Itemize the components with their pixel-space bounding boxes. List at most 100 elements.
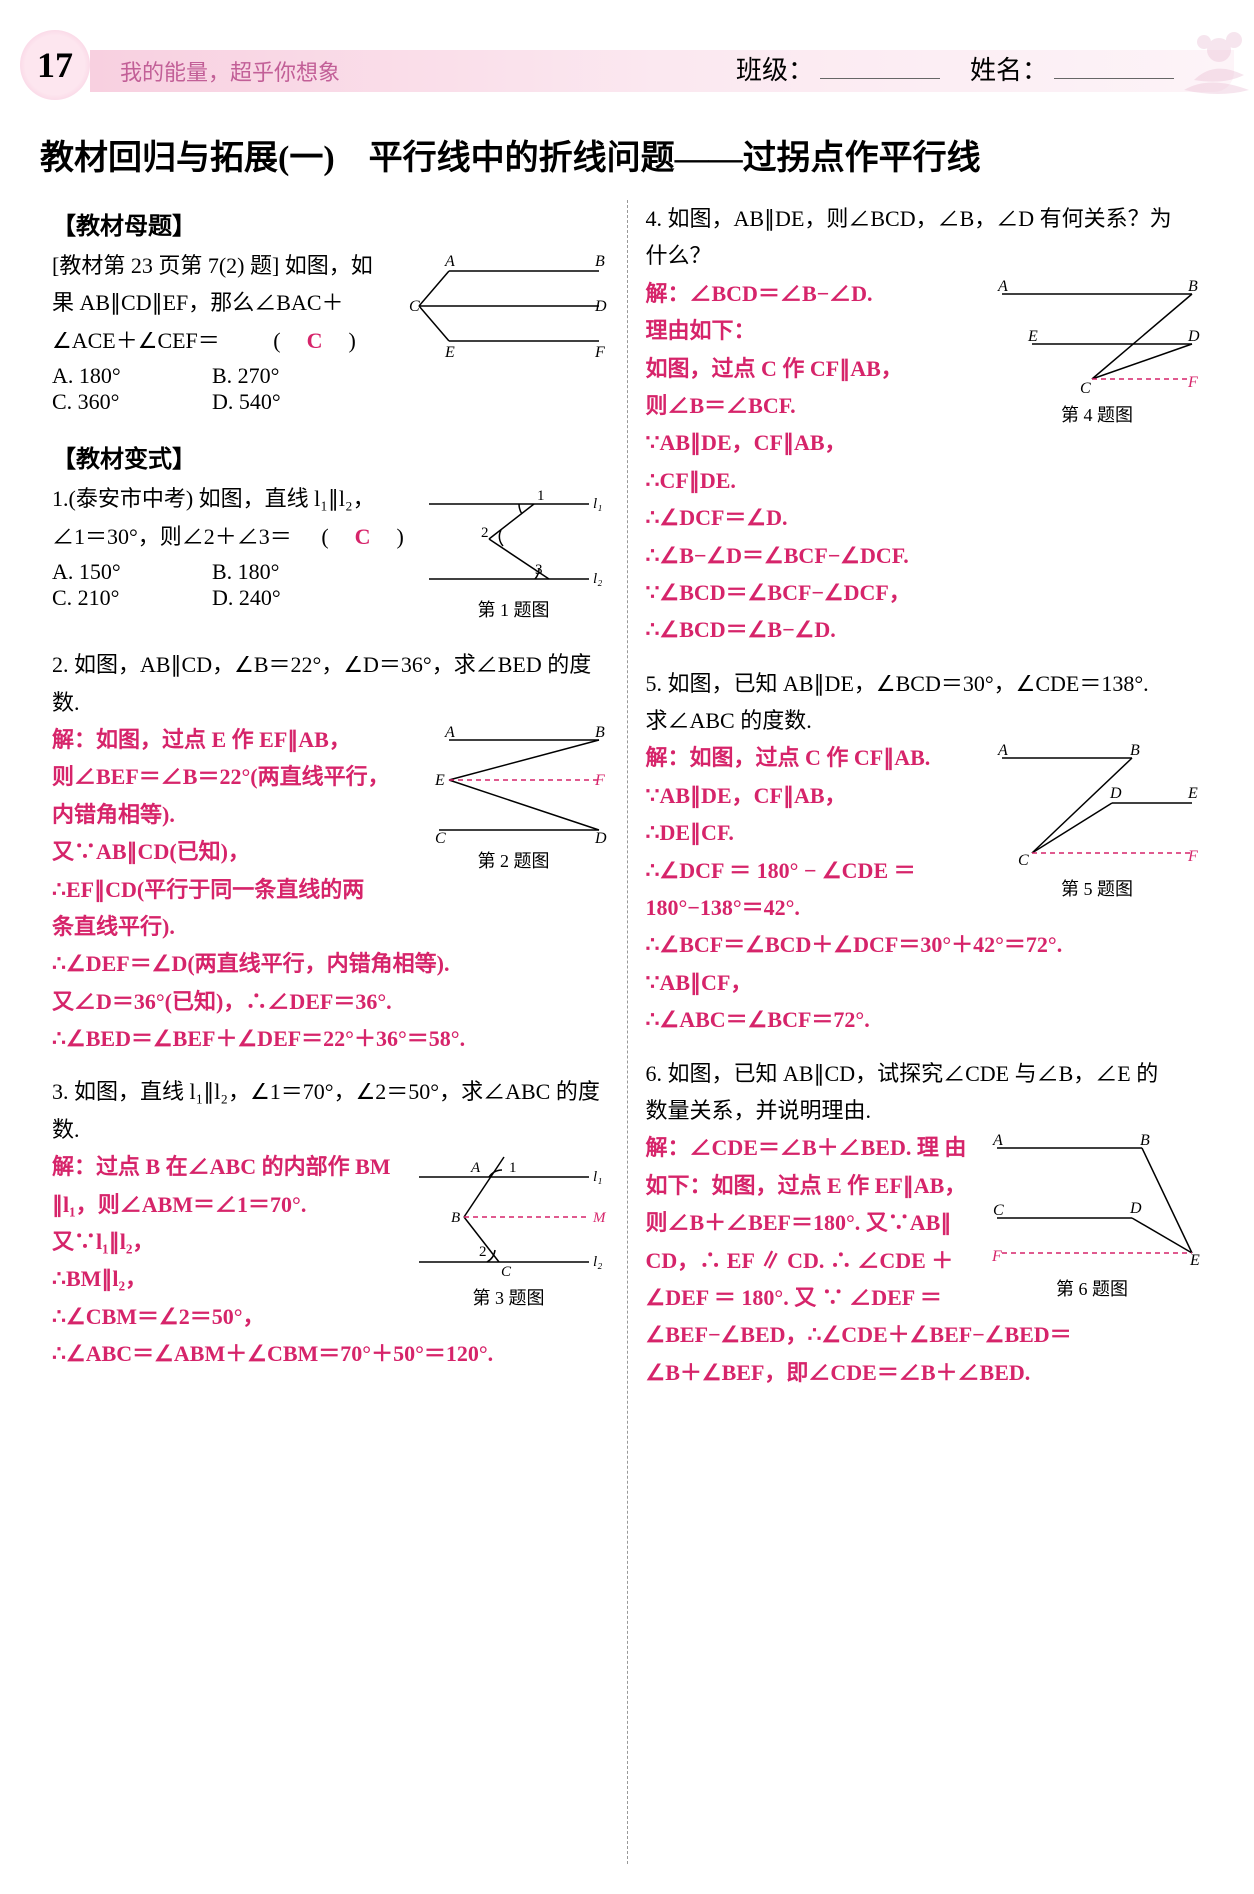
svg-text:C: C xyxy=(435,830,446,845)
q6-stem-1: 6. 如图，已知 AB∥CD，试探究∠CDE 与∠B，∠E 的 xyxy=(646,1055,1203,1092)
svg-text:C: C xyxy=(409,298,420,315)
choice-d: D. 540° xyxy=(212,389,332,415)
choice-c: C. 210° xyxy=(52,585,172,611)
choice-b: B. 180° xyxy=(212,559,332,585)
svg-text:E: E xyxy=(1187,785,1198,802)
figure-muti: A B C D E F xyxy=(409,251,609,361)
svg-text:D: D xyxy=(594,830,607,845)
right-column: 4. 如图，AB∥DE，则∠BCD，∠B，∠D 有何关系？为 什么？ AB xyxy=(634,200,1215,1864)
svg-text:l₂: l₂ xyxy=(593,1254,602,1270)
svg-text:B: B xyxy=(1130,743,1140,759)
svg-text:2: 2 xyxy=(481,525,489,541)
section-heading-muti: 【教材母题】 xyxy=(52,206,609,241)
muti-choices: A. 180° B. 270° C. 360° D. 540° xyxy=(52,363,399,415)
left-column: 【教材母题】 A B C D E F xyxy=(40,200,621,1864)
svg-text:B: B xyxy=(1188,279,1198,295)
svg-text:l₂: l₂ xyxy=(593,571,602,587)
svg-text:F: F xyxy=(594,344,605,361)
floral-deco-icon xyxy=(1134,20,1254,100)
page-number-badge: 17 xyxy=(20,30,90,100)
choice-a: A. 180° xyxy=(52,363,172,389)
q2-sol-7: 又∠D＝36°(已知)，∴∠DEF＝36°. xyxy=(52,983,609,1020)
svg-text:A: A xyxy=(470,1160,481,1176)
column-divider xyxy=(627,200,628,1864)
q1-choices: A. 150° B. 180° C. 210° D. 240° xyxy=(52,559,409,611)
figure-5: AB DE CF 第 5 题图 xyxy=(992,743,1202,901)
class-field: 班级： xyxy=(736,50,940,87)
q2-sol-6: ∴∠DEF＝∠D(两直线平行，内错角相等). xyxy=(52,945,609,982)
q5-stem-1: 5. 如图，已知 AB∥DE，∠BCD＝30°，∠CDE＝138°. xyxy=(646,665,1203,702)
content-area: 【教材母题】 A B C D E F xyxy=(40,200,1214,1864)
muti-answer: C xyxy=(307,328,325,353)
problem-3: 3. 如图，直线 l₁∥l₂，∠1＝70°，∠2＝50°，求∠ABC 的度数. xyxy=(52,1073,609,1372)
q4-sol-7: ∴∠B−∠D＝∠BCF−∠DCF. xyxy=(646,537,1203,574)
fig5-caption: 第 5 题图 xyxy=(992,875,1202,901)
svg-text:2: 2 xyxy=(479,1244,487,1260)
q6-sol-5: ∠BEF−∠BED，∴∠CDE＋∠BEF−∠BED＝ xyxy=(646,1316,1203,1353)
section-heading-bianshi: 【教材变式】 xyxy=(52,439,609,474)
fig1-caption: 第 1 题图 xyxy=(419,596,609,622)
q6-sol-6: ∠B＋∠BEF，即∠CDE＝∠B＋∠BED. xyxy=(646,1354,1203,1391)
figure-3: A 1 l₁ B M 2C l₂ 第 3 题图 xyxy=(409,1152,609,1310)
figure-4: AB ED CF 第 4 题图 xyxy=(992,279,1202,427)
problem-4: 4. 如图，AB∥DE，则∠BCD，∠B，∠D 有何关系？为 什么？ AB xyxy=(646,200,1203,649)
svg-text:D: D xyxy=(594,298,607,315)
svg-text:C: C xyxy=(1080,380,1091,397)
svg-text:B: B xyxy=(595,253,605,270)
choice-b: B. 270° xyxy=(212,363,332,389)
svg-text:A: A xyxy=(997,743,1008,759)
problem-2: 2. 如图，AB∥CD，∠B＝22°，∠D＝36°，求∠BED 的度数. A B xyxy=(52,646,609,1057)
q3-sol-5: ∴∠ABC＝∠ABM＋∠CBM＝70°＋50°＝120°. xyxy=(52,1335,609,1372)
q5-sol-6: ∵AB∥CF， xyxy=(646,964,1203,1001)
q4-sol-8: ∵∠BCD＝∠BCF−∠DCF， xyxy=(646,574,1203,611)
svg-text:1: 1 xyxy=(509,1160,517,1176)
svg-text:E: E xyxy=(1189,1252,1200,1269)
svg-text:D: D xyxy=(1187,328,1200,345)
q5-stem-2: 求∠ABC 的度数. xyxy=(646,702,1203,739)
svg-text:F: F xyxy=(1187,848,1198,865)
fig4-caption: 第 4 题图 xyxy=(992,401,1202,427)
svg-text:C: C xyxy=(501,1264,512,1280)
choice-d: D. 240° xyxy=(212,585,332,611)
svg-text:C: C xyxy=(1018,852,1029,869)
q4-sol-5: ∴CF∥DE. xyxy=(646,462,1203,499)
svg-text:A: A xyxy=(444,253,455,270)
svg-text:B: B xyxy=(595,725,605,741)
svg-text:3: 3 xyxy=(535,562,543,578)
page-title: 教材回归与拓展(一) 平行线中的折线问题——过拐点作平行线 xyxy=(40,130,1214,179)
problem-1: 123 l₁l₂ 第 1 题图 1.(泰安市中考) 如图，直线 l₁∥l₂， ∠… xyxy=(52,480,609,630)
header-fields: 班级： 姓名： xyxy=(736,50,1174,87)
svg-text:B: B xyxy=(451,1210,460,1226)
q2-sol-5: 条直线平行). xyxy=(52,908,609,945)
q4-sol-6: ∴∠DCF＝∠D. xyxy=(646,499,1203,536)
figure-1: 123 l₁l₂ 第 1 题图 xyxy=(419,484,609,622)
q4-stem-2: 什么？ xyxy=(646,237,1203,274)
choice-a: A. 150° xyxy=(52,559,172,585)
svg-text:1: 1 xyxy=(537,488,545,504)
svg-text:B: B xyxy=(1140,1133,1150,1149)
q2-stem: 2. 如图，AB∥CD，∠B＝22°，∠D＝36°，求∠BED 的度数. xyxy=(52,646,609,721)
svg-text:F: F xyxy=(991,1248,1002,1265)
fig2-caption: 第 2 题图 xyxy=(419,847,609,873)
problem-6: 6. 如图，已知 AB∥CD，试探究∠CDE 与∠B，∠E 的 数量关系，并说明… xyxy=(646,1055,1203,1392)
svg-text:C: C xyxy=(993,1202,1004,1219)
svg-text:A: A xyxy=(444,725,455,741)
svg-text:l₁: l₁ xyxy=(593,1169,602,1185)
slogan: 我的能量，超乎你想象 xyxy=(120,55,340,87)
svg-text:A: A xyxy=(997,279,1008,295)
page-number: 17 xyxy=(37,44,73,86)
svg-text:E: E xyxy=(444,344,455,361)
q3-stem: 3. 如图，直线 l₁∥l₂，∠1＝70°，∠2＝50°，求∠ABC 的度数. xyxy=(52,1073,609,1148)
q1-answer: C xyxy=(355,524,373,549)
svg-text:F: F xyxy=(594,772,605,789)
q5-sol-5: ∴∠BCF＝∠BCD＋∠DCF＝30°＋42°＝72°. xyxy=(646,926,1203,963)
fig3-caption: 第 3 题图 xyxy=(409,1284,609,1310)
svg-text:M: M xyxy=(592,1210,607,1226)
q2-sol-4: ∴EF∥CD(平行于同一条直线的两 xyxy=(52,871,609,908)
figure-6: AB CD FE 第 6 题图 xyxy=(982,1133,1202,1301)
problem-5: 5. 如图，已知 AB∥DE，∠BCD＝30°，∠CDE＝138°. 求∠ABC… xyxy=(646,665,1203,1039)
svg-text:E: E xyxy=(1027,328,1038,345)
class-blank[interactable] xyxy=(820,57,940,79)
svg-text:A: A xyxy=(992,1133,1003,1149)
fig6-caption: 第 6 题图 xyxy=(982,1275,1202,1301)
